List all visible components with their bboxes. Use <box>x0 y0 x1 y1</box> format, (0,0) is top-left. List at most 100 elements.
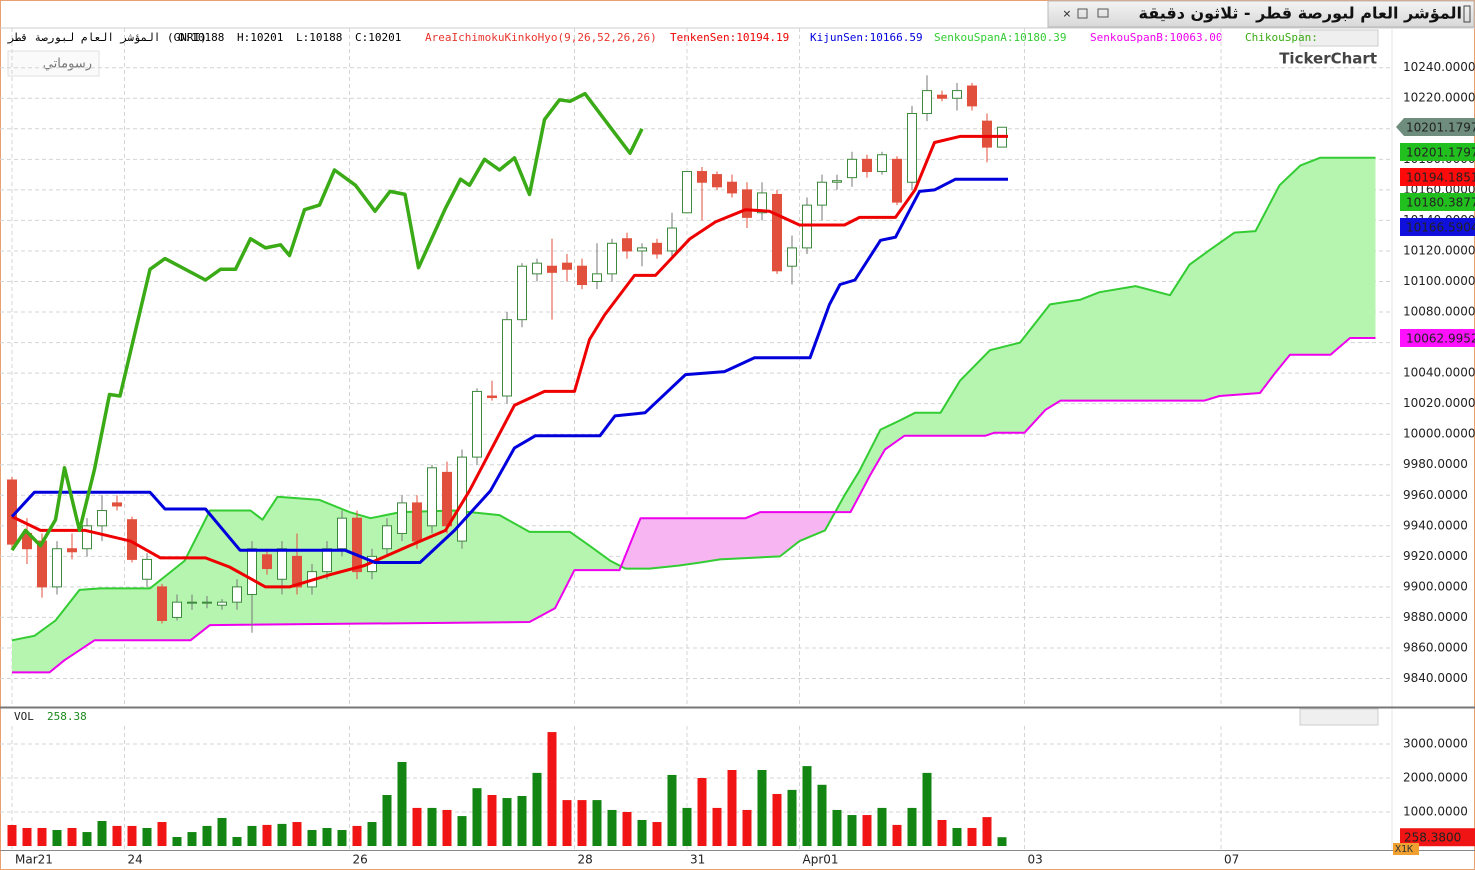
legend-entry: SenkouSpanA:10180.39 <box>934 31 1066 44</box>
candle-body <box>532 262 542 275</box>
scale-note: X1K <box>1395 844 1413 855</box>
volume-bar <box>832 809 842 846</box>
legend-entry: SenkouSpanB:10063.00 <box>1090 31 1222 44</box>
y-tick-label: 9860.0000 <box>1403 640 1468 654</box>
candle-body <box>412 502 422 542</box>
volume-bar <box>457 816 467 846</box>
volume-bar <box>112 825 122 846</box>
candle-body <box>592 273 602 282</box>
low-label: L:10188 <box>296 31 342 44</box>
y-tick-label: 9980.0000 <box>1403 457 1468 471</box>
candle-body <box>457 456 467 542</box>
volume-panel-buttons[interactable] <box>1299 708 1379 726</box>
candle-body <box>772 193 782 272</box>
x-tick-label: Mar21 <box>15 853 53 867</box>
y-tick-label: 10100.0000 <box>1403 274 1475 288</box>
volume-bar <box>667 774 677 846</box>
candle-body <box>232 586 242 603</box>
x-tick-label: Apr01 <box>803 853 839 867</box>
price-tag <box>1400 217 1475 236</box>
volume-bar <box>292 822 302 846</box>
indicator-line <box>12 337 1376 674</box>
x-tick-label: 31 <box>690 853 705 867</box>
price-tag-label: 10166.5904 <box>1406 220 1475 234</box>
drawings-button[interactable] <box>7 50 100 77</box>
volume-bar <box>7 824 17 846</box>
legend-entry: TenkenSen:10194.19 <box>670 31 789 44</box>
volume-bar <box>232 836 242 846</box>
candle-body <box>172 601 182 618</box>
candle-body <box>787 247 797 267</box>
volume-bar <box>862 815 872 846</box>
candle-body <box>967 85 977 107</box>
volume-bar <box>877 807 887 846</box>
volume-bar <box>442 809 452 846</box>
x-tick-label: 26 <box>353 853 368 867</box>
close-icon[interactable]: ✕ <box>1063 7 1071 22</box>
candle-body <box>982 120 992 148</box>
indicator-line <box>11 134 1008 589</box>
volume-bar <box>952 827 962 846</box>
y-tick-label: 9960.0000 <box>1403 488 1468 502</box>
candle-body <box>142 558 152 580</box>
volume-bar <box>127 825 137 846</box>
volume-bar <box>352 825 362 846</box>
candle-body <box>202 601 212 604</box>
detach-icon[interactable] <box>1097 8 1109 18</box>
y-tick-label: 10000.0000 <box>1403 427 1475 441</box>
volume-last-value: 258.38 <box>47 710 87 723</box>
candle-body <box>802 204 812 249</box>
candle-body <box>892 158 902 203</box>
volume-bar <box>307 830 317 846</box>
y-tick-label: 10080.0000 <box>1403 305 1475 319</box>
y-tick-label: 9840.0000 <box>1403 671 1468 685</box>
candle-body <box>922 90 932 115</box>
volume-bar <box>22 827 32 846</box>
restore-icon[interactable] <box>1077 8 1088 19</box>
candle-body <box>907 113 917 183</box>
volume-bar <box>487 794 497 846</box>
candle-body <box>952 90 962 99</box>
volume-bar <box>757 769 767 846</box>
candle-body <box>397 502 407 534</box>
volume-bar <box>697 777 707 846</box>
candle-body <box>442 471 452 527</box>
volume-bar <box>202 825 212 846</box>
volume-bar <box>817 784 827 846</box>
volume-bar <box>592 800 602 846</box>
volume-bar <box>367 822 377 846</box>
candle-body <box>52 548 62 588</box>
volume-bar <box>142 827 152 846</box>
indicator-line <box>10 91 644 552</box>
candle-body <box>712 174 722 188</box>
candle-body <box>247 548 257 596</box>
x-tick-label: 03 <box>1028 853 1043 867</box>
candle-body <box>832 180 842 183</box>
candle-body <box>97 510 107 527</box>
volume-bar <box>997 837 1007 846</box>
volume-bar <box>427 807 437 846</box>
volume-bar <box>502 798 512 846</box>
volume-bar <box>922 772 932 846</box>
candle-body <box>517 265 527 321</box>
volume-bar <box>397 762 407 846</box>
high-label: H:10201 <box>237 31 283 44</box>
volume-bar <box>802 766 812 846</box>
volume-bar <box>787 789 797 846</box>
volume-bar <box>682 807 692 846</box>
volume-bar <box>67 827 77 846</box>
y-tick-label: 10240.0000 <box>1403 60 1475 74</box>
volume-bar <box>907 807 917 846</box>
candle-body <box>112 502 122 507</box>
volume-bar <box>742 809 752 846</box>
y-tick-label: 10120.0000 <box>1403 243 1475 257</box>
volume-bar <box>37 827 47 846</box>
panel-buttons[interactable] <box>1299 29 1379 47</box>
candle-body <box>607 242 617 275</box>
volume-title: VOL <box>14 710 34 723</box>
candle-body <box>547 265 557 273</box>
volume-bar <box>727 769 737 846</box>
x-tick-label: 07 <box>1224 853 1239 867</box>
price-tag <box>1396 117 1475 136</box>
